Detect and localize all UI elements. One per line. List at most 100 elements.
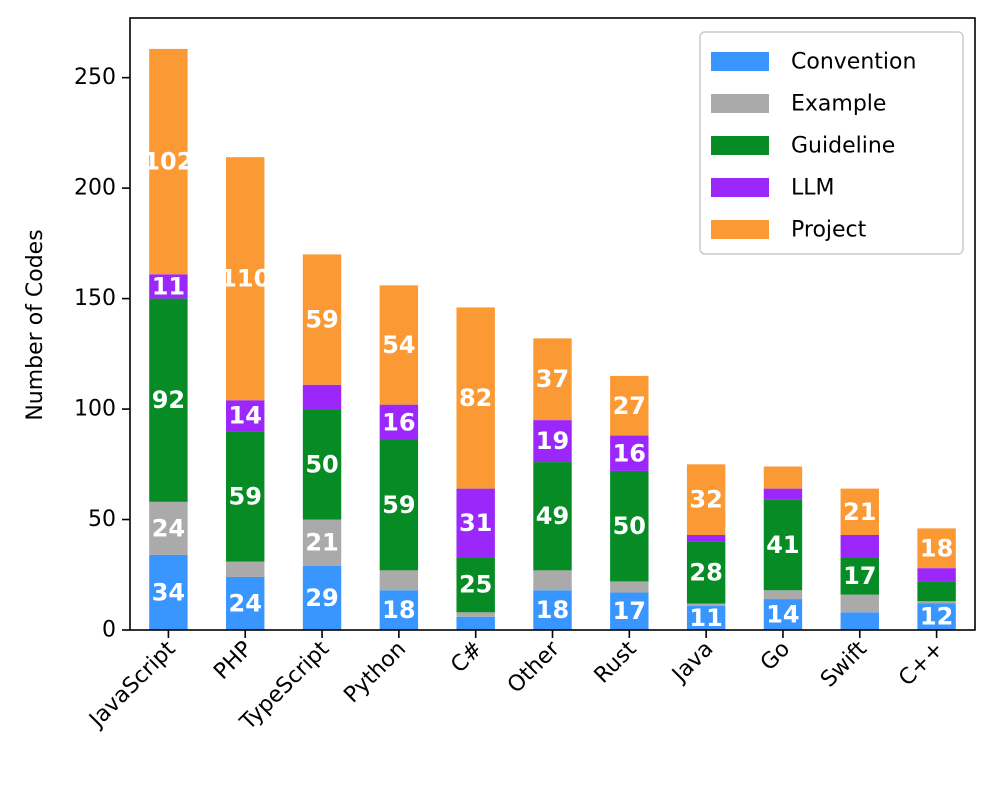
- bar-guideline-2: [302, 409, 342, 520]
- bar-llm-4: [456, 488, 495, 558]
- data-label-llm-3: 16: [382, 408, 415, 436]
- bar-guideline-9: [840, 557, 879, 595]
- legend-frame: [699, 31, 964, 255]
- legend-label-example: Example: [791, 92, 886, 117]
- bar-example-6: [610, 581, 649, 593]
- bar-convention-9: [840, 612, 879, 630]
- bar-example-5: [533, 570, 572, 591]
- legend-swatch-convention: [711, 52, 769, 71]
- bar-project-9: [840, 488, 879, 535]
- legend-label-project: Project: [791, 218, 867, 243]
- bar-llm-8: [763, 488, 803, 500]
- bar-project-4: [456, 307, 495, 489]
- data-label-convention-6: 17: [613, 597, 646, 625]
- bar-llm-0: [149, 274, 188, 299]
- bar-guideline-1: [226, 431, 265, 562]
- bar-llm-10: [917, 568, 956, 582]
- data-label-project-2: 59: [305, 306, 338, 334]
- bar-llm-3: [379, 404, 419, 440]
- legend-swatch-llm: [711, 178, 769, 197]
- y-axis-label: Number of Codes: [23, 229, 48, 420]
- data-label-convention-7: 11: [689, 604, 722, 632]
- bar-example-8: [763, 590, 803, 600]
- bar-convention-1: [226, 576, 265, 630]
- data-label-project-6: 27: [613, 392, 646, 420]
- y-tick-label-5: 250: [74, 65, 116, 90]
- data-label-convention-1: 24: [229, 589, 262, 617]
- data-label-llm-4: 31: [459, 509, 492, 537]
- bar-convention-3: [379, 590, 419, 630]
- data-label-llm-0: 11: [152, 272, 185, 300]
- legend-label-llm: LLM: [791, 176, 835, 201]
- bar-guideline-8: [763, 499, 803, 591]
- bar-llm-5: [533, 420, 572, 463]
- bars-layer: [149, 48, 956, 630]
- bar-convention-2: [302, 565, 342, 630]
- data-label-project-9: 21: [843, 498, 876, 526]
- bar-example-2: [302, 519, 342, 566]
- bar-convention-5: [533, 590, 572, 630]
- data-label-project-10: 18: [920, 534, 953, 562]
- data-label-convention-10: 12: [920, 603, 953, 631]
- data-label-project-1: 110: [220, 265, 270, 293]
- bar-llm-7: [686, 535, 726, 542]
- data-label-guideline-8: 41: [766, 531, 799, 559]
- bar-convention-0: [149, 554, 188, 630]
- y-tick-label-2: 100: [74, 397, 116, 422]
- bar-llm-9: [840, 535, 879, 558]
- bar-project-0: [149, 48, 188, 275]
- data-label-convention-5: 18: [536, 596, 569, 624]
- bar-guideline-6: [610, 470, 649, 582]
- bar-llm-1: [226, 400, 265, 432]
- bar-project-10: [917, 528, 956, 569]
- bar-guideline-4: [456, 557, 495, 613]
- data-label-guideline-6: 50: [613, 512, 646, 540]
- data-label-project-0: 102: [143, 148, 193, 176]
- bar-example-3: [379, 570, 419, 591]
- bar-guideline-0: [149, 298, 188, 502]
- bar-project-1: [226, 157, 265, 401]
- data-label-convention-3: 18: [382, 596, 415, 624]
- y-tick-label-3: 150: [74, 286, 116, 311]
- data-label-guideline-2: 50: [305, 450, 338, 478]
- bar-llm-2: [302, 384, 342, 410]
- bar-project-7: [686, 464, 726, 535]
- data-label-project-7: 32: [689, 486, 722, 514]
- bar-project-3: [379, 285, 419, 405]
- bar-convention-4: [456, 616, 495, 630]
- data-label-project-5: 37: [536, 365, 569, 393]
- y-tick-label-1: 50: [88, 507, 116, 532]
- bar-convention-7: [686, 605, 726, 630]
- y-tick-label-4: 200: [74, 176, 116, 201]
- bar-project-5: [533, 338, 572, 421]
- data-label-example-0: 24: [152, 514, 185, 542]
- data-label-guideline-9: 17: [843, 562, 876, 590]
- data-label-llm-5: 19: [536, 427, 569, 455]
- data-label-guideline-0: 92: [152, 386, 185, 414]
- bar-convention-10: [917, 603, 956, 630]
- legend-label-convention: Convention: [791, 50, 916, 75]
- legend-swatch-project: [711, 220, 769, 239]
- bar-example-4: [456, 612, 495, 617]
- bar-project-2: [302, 254, 342, 385]
- data-labels-layer: 34 24 92 11 102 24 59 14 110 29 21 50 59 18 59 16 54 25 31…: [143, 148, 953, 632]
- data-label-project-3: 54: [382, 331, 415, 359]
- data-label-convention-8: 14: [766, 601, 799, 629]
- bar-example-9: [840, 594, 879, 613]
- data-label-guideline-5: 49: [536, 502, 569, 530]
- bar-example-7: [686, 603, 726, 606]
- data-label-guideline-4: 25: [459, 571, 492, 599]
- data-label-llm-6: 16: [613, 439, 646, 467]
- data-label-llm-1: 14: [229, 402, 262, 430]
- bar-llm-6: [610, 435, 649, 471]
- legend-swatch-example: [711, 94, 769, 113]
- bar-project-6: [610, 375, 649, 436]
- data-label-example-2: 21: [305, 529, 338, 557]
- bar-guideline-7: [686, 541, 726, 604]
- data-label-convention-0: 34: [152, 578, 185, 606]
- legend-label-guideline: Guideline: [791, 134, 895, 159]
- data-label-guideline-1: 59: [229, 482, 262, 510]
- legend-swatch-guideline: [711, 136, 769, 155]
- data-label-project-4: 82: [459, 384, 492, 412]
